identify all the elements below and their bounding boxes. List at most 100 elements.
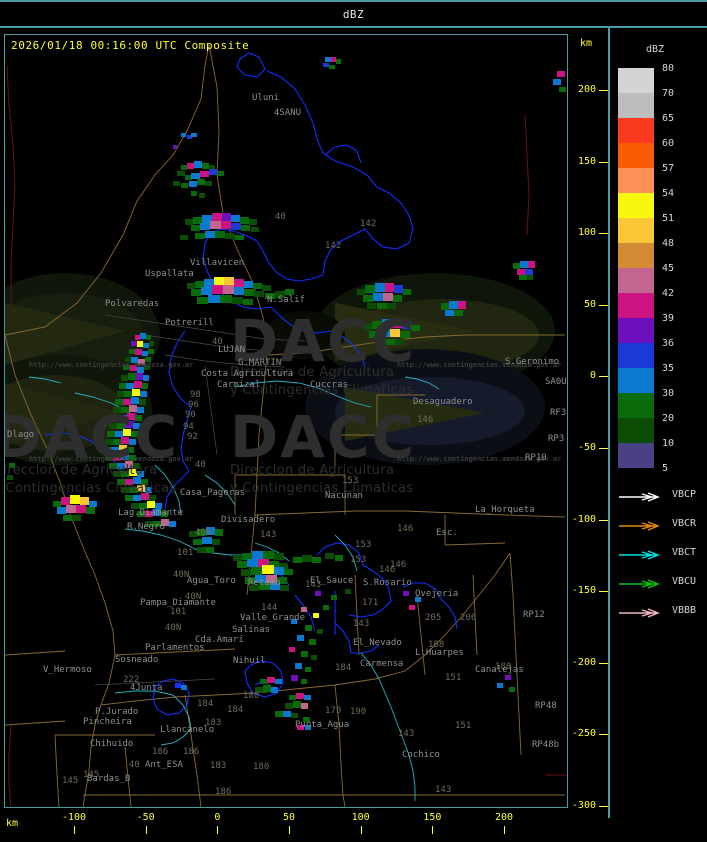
y-axis-tick: [599, 734, 608, 736]
place-label: Salinas: [232, 625, 270, 635]
dbz-color-bar: [618, 68, 654, 468]
legend-panel: dBZ 80 70 65 60 57 54 51 48 45 42 39 36 35 30 20 10 5 VB…: [608, 28, 707, 818]
dbz-scale-label: 5: [662, 463, 669, 474]
x-axis-tick: [432, 826, 434, 834]
place-label: Pampa_Diamante: [140, 598, 216, 608]
dbz-scale-label: 20: [662, 413, 675, 424]
dbz-scale-label: 65: [662, 113, 675, 124]
dbz-color-segment: [618, 443, 654, 468]
route-marker-label: 143: [398, 729, 415, 739]
place-label: Divisadero: [221, 515, 276, 525]
dbz-color-segment: [618, 343, 654, 368]
route-marker-label: 186: [215, 787, 232, 797]
vector-legend-row: VBCU: [610, 570, 707, 599]
route-marker-label: 143: [305, 580, 322, 590]
place-label: 4Junta: [130, 683, 163, 693]
place-label: Ant_ESA: [145, 760, 183, 770]
dbz-scale-label: 35: [662, 363, 675, 374]
x-axis-tick-label: 0: [214, 812, 221, 823]
route-marker-label: 40N: [173, 570, 190, 580]
place-label: Nihuil: [233, 656, 266, 666]
route-marker-label: 206: [460, 613, 477, 623]
dbz-scale-label: 39: [662, 313, 675, 324]
x-axis-tick-label: 150: [423, 812, 442, 823]
place-label: LUJAN: [218, 345, 246, 355]
route-marker-label: 146: [417, 415, 434, 425]
dbz-scale-label: 10: [662, 438, 675, 449]
route-marker-label: 143: [353, 619, 370, 629]
y-axis-tick: [599, 233, 608, 235]
y-axis-tick-label: -100: [571, 513, 596, 525]
place-label: Sosneado: [115, 655, 159, 665]
x-axis-tick: [145, 826, 147, 834]
dbz-color-segment: [618, 243, 654, 268]
place-label: Agua_Toro: [187, 576, 236, 586]
route-marker-label: 186: [152, 747, 169, 757]
place-label: Nacunan: [325, 491, 363, 501]
y-axis-tick-label: 100: [577, 227, 596, 239]
y-axis-tick: [599, 806, 608, 807]
y-axis-tick: [599, 376, 608, 378]
x-axis-tick-label: 200: [494, 812, 514, 823]
y-axis-tick-label: -200: [571, 656, 596, 668]
place-label: La_Horqueta: [475, 505, 535, 515]
route-marker-label: 171: [362, 598, 379, 608]
place-label: G.MARTIN: [238, 358, 282, 368]
dbz-color-segment: [618, 318, 654, 343]
y-axis-tick: [599, 304, 608, 306]
place-label: Esc.: [436, 528, 458, 538]
vector-legend-list: VBCP VBCR VBCT VBCU VBBB: [610, 483, 707, 628]
dbz-scale-label: 51: [662, 213, 675, 224]
radar-map-canvas[interactable]: DACC Direccion de Agricultura y Continge…: [4, 34, 568, 808]
x-axis-tick: [504, 826, 505, 834]
route-marker-label: 188: [428, 640, 445, 650]
place-label: Uspallata: [145, 269, 194, 279]
vector-legend-row: VBCP: [610, 483, 707, 512]
route-marker-label: 184: [197, 699, 214, 709]
x-axis-unit-label: km: [6, 818, 19, 829]
route-marker-label: 142: [360, 219, 377, 229]
route-marker-label: 101: [177, 548, 194, 558]
x-axis-tick: [360, 826, 362, 834]
route-marker-label: 145: [83, 770, 100, 780]
y-axis: 200 150 100 50 0 -50 -100 -150 -200 -250 -300: [568, 62, 608, 840]
route-marker-label: 180: [243, 691, 260, 701]
radar-timestamp: 2026/01/18 00:16:00 UTC Composite: [11, 39, 250, 52]
place-label: Casa_Pageras: [180, 488, 246, 498]
radar-plot-region: DACC Direccion de Agricultura y Continge…: [2, 28, 608, 811]
place-label: V_Hermoso: [43, 665, 92, 675]
place-label: R.Negro: [127, 522, 165, 532]
dbz-scale-label: 30: [662, 388, 675, 399]
y-axis-tick: [599, 161, 608, 163]
dbz-color-segment: [618, 268, 654, 293]
route-marker-label: 92: [187, 432, 198, 442]
route-marker-label: 186: [183, 747, 200, 757]
route-marker-layer: 40 142 142 40 98 96 90 94 92 40 153 153 146 146 146 143…: [5, 35, 567, 807]
place-label: Desaguadero: [413, 397, 473, 407]
place-label: Lag.Diamante: [118, 508, 184, 518]
place-label: RP3: [548, 434, 565, 444]
legend-title: dBZ: [646, 44, 665, 55]
route-marker-label: 184: [227, 705, 244, 715]
y-axis-tick-label: 0: [589, 370, 596, 382]
window-title-bar: dBZ: [0, 0, 707, 28]
route-marker-label: 222: [123, 675, 140, 685]
vector-legend-label: VBBB: [672, 605, 697, 616]
route-marker-label: 151: [455, 721, 472, 731]
route-marker-label: 153: [355, 540, 372, 550]
vector-legend-label: VBCP: [672, 489, 697, 500]
y-axis-tick: [599, 448, 608, 449]
place-label: L.Huarpes: [415, 648, 464, 658]
y-axis-tick-label: 150: [577, 155, 596, 167]
route-marker-label: 144: [261, 603, 278, 613]
dbz-color-segment: [618, 418, 654, 443]
dbz-scale-label: 42: [662, 288, 675, 299]
dbz-color-segment: [618, 218, 654, 243]
route-marker-label: 146: [379, 565, 396, 575]
x-axis-tick: [289, 826, 290, 834]
x-axis: -100 -50 0 50 100 150 200: [2, 812, 606, 840]
place-label: Uluni: [252, 93, 280, 103]
place-label: E_Manz: [105, 807, 138, 808]
wind-barb-arrow-icon: [619, 521, 660, 531]
